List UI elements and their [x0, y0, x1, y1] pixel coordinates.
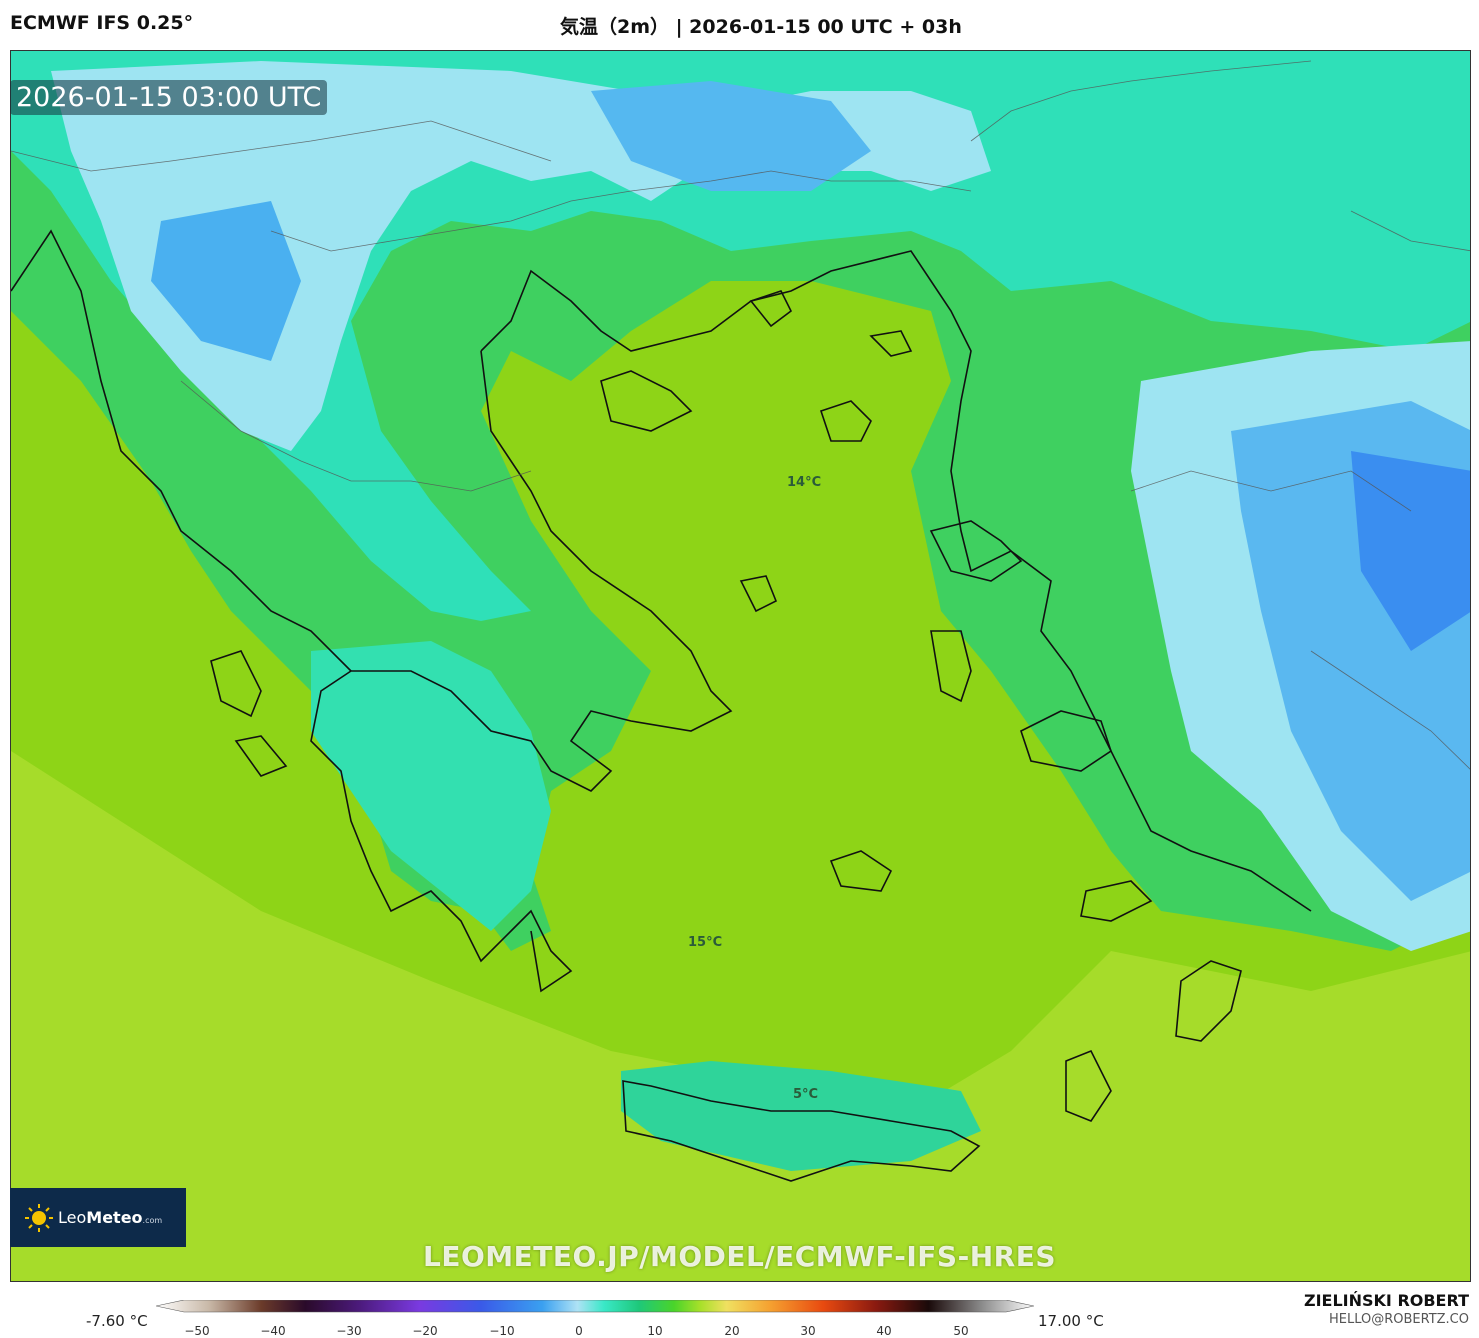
model-title: ECMWF IFS 0.25° — [10, 12, 194, 34]
leometeo-logo[interactable]: LeoMeteo.com — [10, 1188, 186, 1247]
header: ECMWF IFS 0.25° 気温（2m） | 2026-01-15 00 U… — [0, 0, 1479, 50]
temperature-map[interactable]: 14°C 15°C 5°C — [10, 50, 1471, 1282]
colorbar-tick: −50 — [184, 1324, 210, 1338]
colorbar-max-label: 17.00 °C — [1038, 1312, 1104, 1330]
colorbar-tick: −40 — [260, 1324, 286, 1338]
colorbar-tick: −20 — [412, 1324, 438, 1338]
colorbar-tick: 0 — [575, 1324, 583, 1338]
coastlines — [11, 229, 1312, 1182]
author-name: ZIELIŃSKI ROBERT — [1303, 1291, 1469, 1310]
temp-label-5: 5°C — [793, 1087, 819, 1102]
source-watermark[interactable]: LEOMETEO.JP/MODEL/ECMWF-IFS-HRES — [422, 1240, 1056, 1273]
cold-core-north — [591, 81, 871, 191]
colorbar-min-label: -7.60 °C — [86, 1312, 148, 1330]
colorbar-tick: 40 — [876, 1324, 892, 1338]
colorbar-tick: 10 — [647, 1324, 663, 1338]
run-title: 気温（2m） | 2026-01-15 00 UTC + 03h — [560, 16, 962, 38]
colorbar-tick: −30 — [336, 1324, 362, 1338]
coldest-core-east — [1351, 451, 1470, 651]
sun-icon — [25, 1203, 53, 1232]
colorbar-tick: 30 — [800, 1324, 816, 1338]
colorbar-tick: 20 — [724, 1324, 740, 1338]
temp-label-15: 15°C — [688, 935, 723, 950]
author-email[interactable]: HELLO@ROBERTZ.CO — [1328, 1312, 1469, 1327]
colorbar-tick: −10 — [489, 1324, 515, 1338]
logo-text: LeoMeteo.com — [58, 1208, 163, 1227]
cold-core-west — [151, 201, 301, 361]
crete-teal — [621, 1061, 981, 1171]
peloponnese-teal — [311, 641, 551, 931]
borders — [11, 60, 1470, 770]
valid-time-badge: 2026-01-15 03:00 UTC — [10, 80, 328, 115]
temp-label-14: 14°C — [787, 475, 822, 490]
colorbar-tick: 50 — [953, 1324, 969, 1338]
author-credit: ZIELIŃSKI ROBERT HELLO@ROBERTZ.CO — [1304, 1291, 1469, 1327]
colorbar — [156, 1300, 1034, 1313]
map-canvas — [11, 51, 1470, 1281]
